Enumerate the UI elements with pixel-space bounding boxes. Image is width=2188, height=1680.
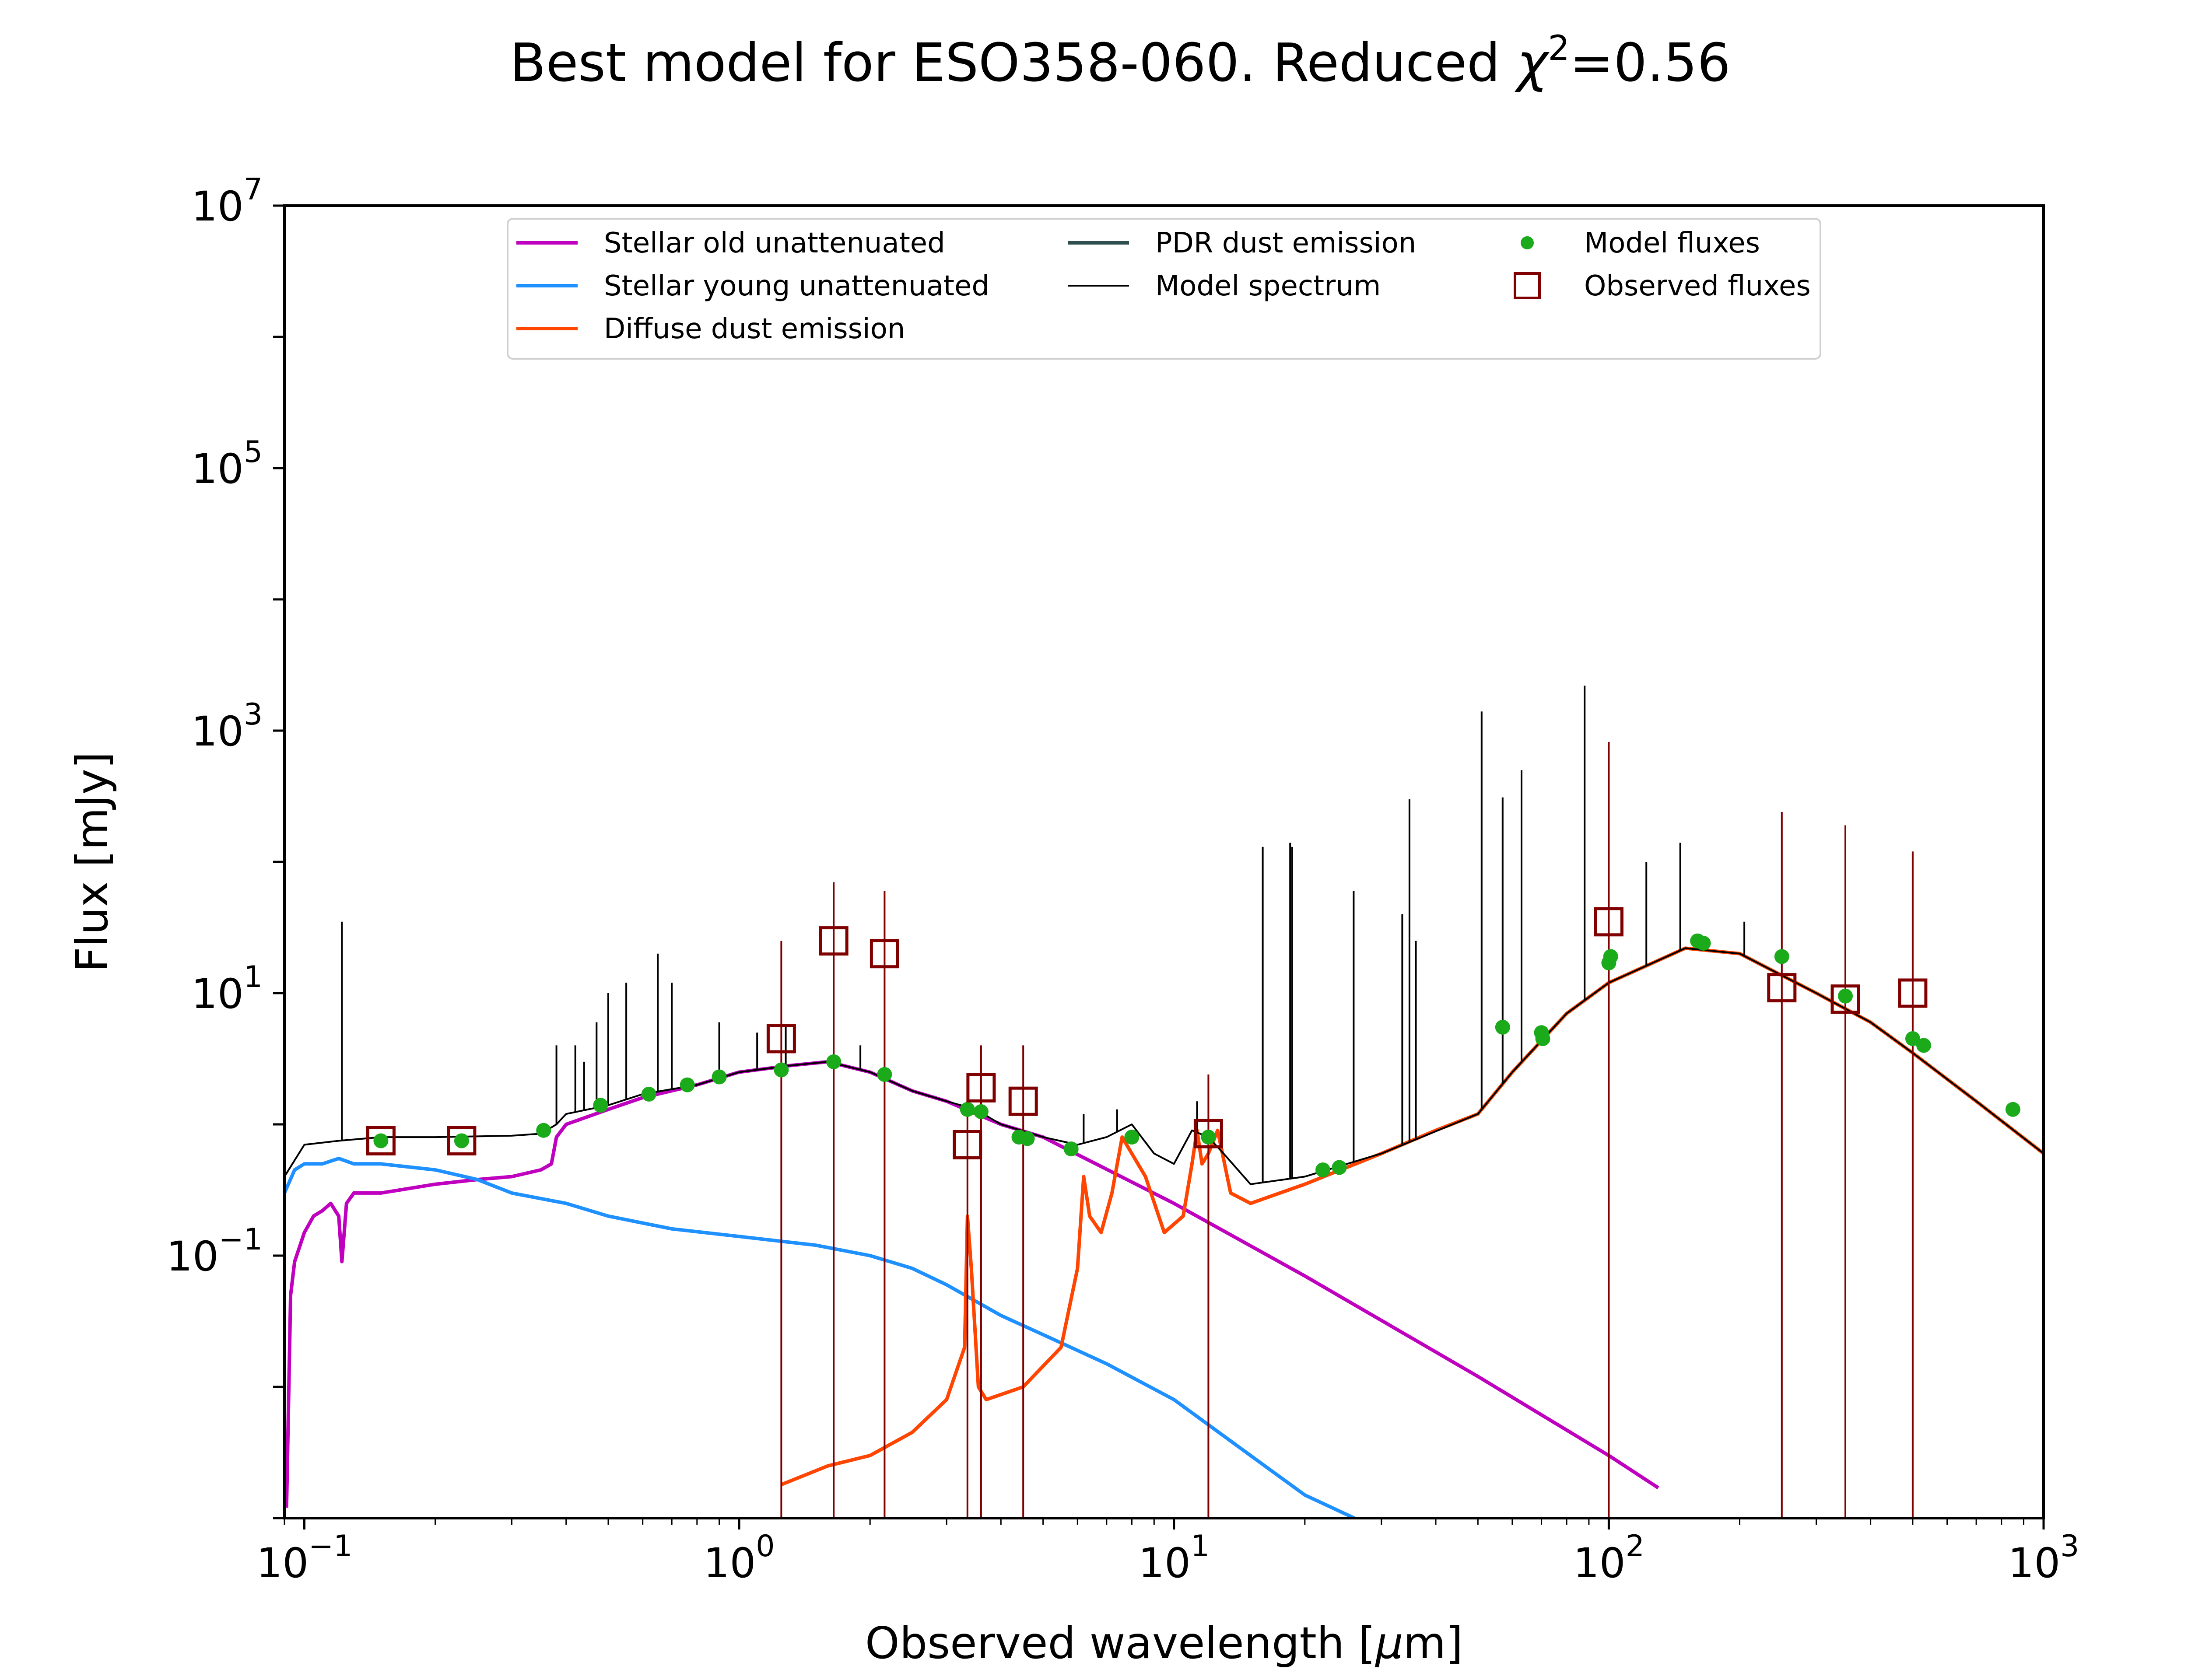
model-flux-point <box>960 1102 975 1117</box>
observed-flux-point <box>1767 973 1797 1003</box>
model-flux-point <box>774 1062 789 1078</box>
observed-flux-point <box>1898 978 1928 1008</box>
legend-entry-label: Observed fluxes <box>1584 270 1811 302</box>
y-tick-label: 103 <box>191 697 263 756</box>
y-axis-label: Flux [mJy] <box>67 752 118 972</box>
observed-flux-point <box>1594 907 1623 937</box>
model-flux-point <box>1124 1130 1140 1145</box>
model-flux-point <box>593 1098 608 1113</box>
chart-title: Best model for ESO358-060. Reduced χ2=0.… <box>510 29 1730 94</box>
x-tick-label: 100 <box>704 1529 775 1587</box>
y-tick-label: 107 <box>191 172 263 231</box>
legend-entry-label: Model spectrum <box>1155 270 1381 302</box>
model-flux-point <box>1063 1141 1079 1157</box>
x-tick-label: 102 <box>1573 1529 1645 1587</box>
legend-box <box>507 218 1821 360</box>
observed-flux-point <box>819 926 849 956</box>
y-axis: 10−1 101 103 105 107 <box>166 172 284 1519</box>
model-flux-point <box>1905 1031 1920 1046</box>
observed-flux-point <box>1193 1119 1223 1148</box>
model-flux-point <box>680 1077 695 1092</box>
observed-flux-point <box>966 1073 996 1102</box>
legend-entry-label: Stellar young unattenuated <box>604 270 989 302</box>
legend: Stellar old unattenuated Stellar young un… <box>507 218 1821 360</box>
observed-flux-point <box>1008 1086 1038 1116</box>
legend-entry-label: Diffuse dust emission <box>604 313 905 345</box>
x-tick-label: 101 <box>1138 1529 1210 1587</box>
model-flux-point <box>1535 1031 1550 1046</box>
model-flux-point <box>973 1104 989 1119</box>
model-flux-point <box>454 1133 469 1148</box>
legend-swatch <box>1521 236 1534 249</box>
legend-entry-label: PDR dust emission <box>1155 227 1416 259</box>
model-flux-point <box>1916 1038 1931 1053</box>
x-tick-label: 103 <box>2008 1529 2079 1587</box>
model-flux-point <box>826 1054 842 1069</box>
model-flux-point <box>1332 1160 1347 1175</box>
y-tick-label: 105 <box>191 435 263 493</box>
model-flux-point <box>1774 949 1789 964</box>
model-flux-point <box>1020 1131 1035 1146</box>
y-tick-label: 101 <box>191 960 263 1018</box>
model-flux-point <box>1838 988 1853 1004</box>
observed-flux-point <box>1830 984 1860 1014</box>
model-flux-point <box>373 1133 389 1148</box>
y-tick-label: 10−1 <box>166 1222 263 1281</box>
model-flux-point <box>2005 1102 2020 1117</box>
legend-entry-label: Model fluxes <box>1584 227 1760 259</box>
observed-flux-point <box>870 939 899 969</box>
observed-flux-point <box>447 1126 477 1155</box>
marks-layer <box>366 742 2020 1518</box>
model-flux-point <box>712 1069 727 1085</box>
x-tick-label: 10−1 <box>256 1529 353 1587</box>
observed-flux-point <box>366 1126 396 1155</box>
observed-flux-point <box>766 1024 796 1054</box>
model-flux-point <box>1201 1130 1216 1145</box>
legend-entry-label: Stellar old unattenuated <box>604 227 945 259</box>
model-flux-point <box>1603 949 1618 964</box>
model-flux-point <box>1315 1162 1330 1177</box>
x-axis: 10−1 100 101 102 103 <box>256 1518 2079 1587</box>
model-flux-point <box>1696 935 1711 951</box>
observed-flux-point <box>953 1130 982 1159</box>
curves-layer <box>284 686 2044 1518</box>
series-line-stellar_young <box>284 1156 1355 1518</box>
model-flux-point <box>536 1123 551 1138</box>
model-flux-point <box>1495 1019 1510 1035</box>
legend-swatch <box>1514 272 1541 299</box>
model-flux-point <box>641 1086 656 1102</box>
x-axis-label: Observed wavelength [μm] <box>865 1617 1463 1669</box>
model-flux-point <box>877 1067 892 1082</box>
